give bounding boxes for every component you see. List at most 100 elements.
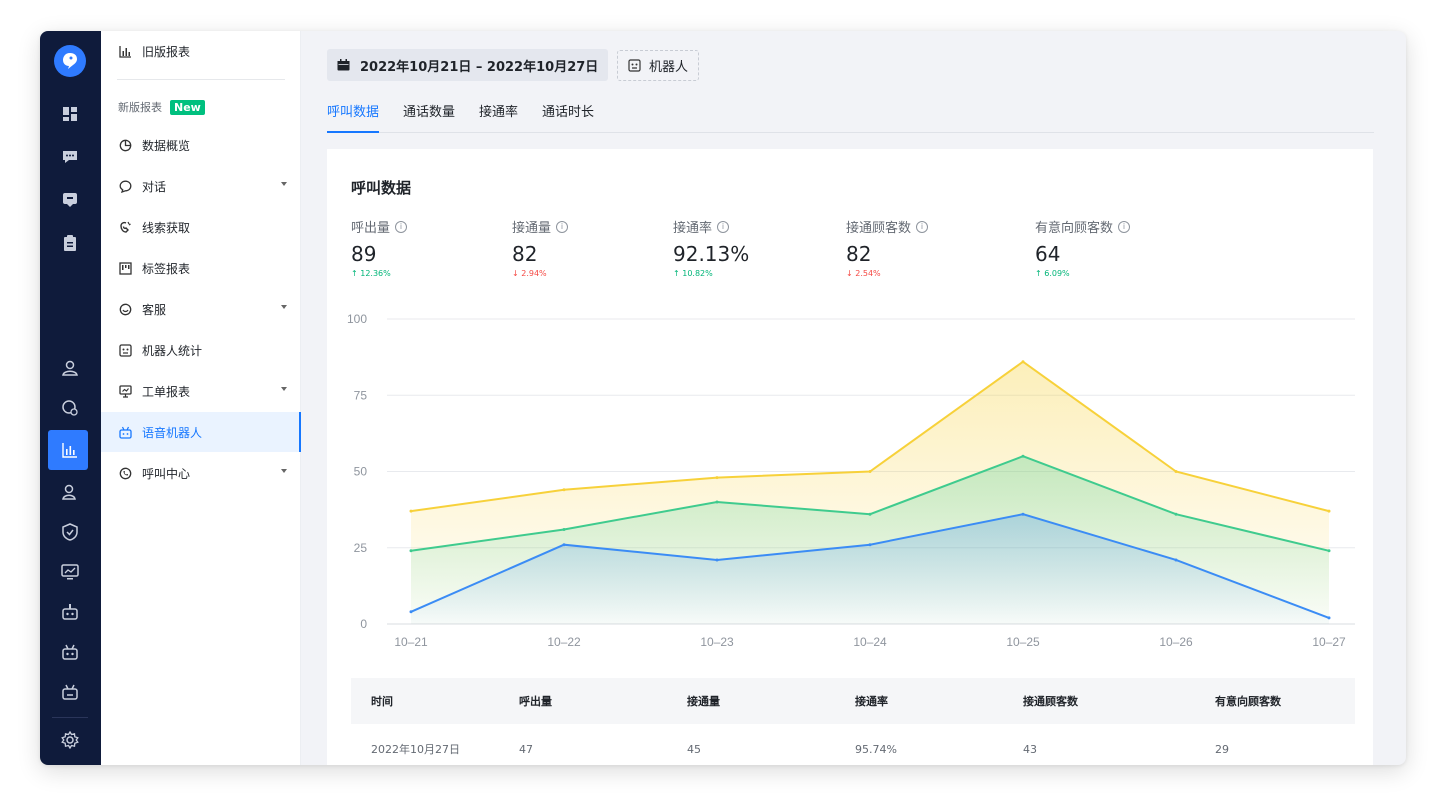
date-range-value: 2022年10月21日 – 2022年10月27日 <box>360 59 599 75</box>
bar-chart-icon <box>118 44 132 58</box>
kpi-change: ↓ 2.54% <box>846 269 881 278</box>
message-icon[interactable] <box>59 189 81 211</box>
sidebar-item-call-center[interactable]: 呼叫中心 <box>101 453 301 493</box>
voice-robot-icon <box>118 425 132 439</box>
table-header-cell: 接通量 <box>687 695 720 708</box>
time-user-icon[interactable] <box>59 397 81 419</box>
users-icon[interactable] <box>59 481 81 503</box>
table-header-cell: 呼出量 <box>519 695 552 708</box>
date-range-picker[interactable]: 2022年10月21日 – 2022年10月27日 <box>327 49 609 81</box>
x-tick-label: 10–27 <box>1312 635 1346 649</box>
x-tick-label: 10–22 <box>547 635 581 649</box>
series-point[interactable] <box>1174 470 1178 473</box>
kpi-change: ↓ 2.94% <box>512 269 547 278</box>
robot-filter[interactable]: 机器人 <box>617 50 700 81</box>
sidebar-item-voice-robot[interactable]: 语音机器人 <box>101 412 301 452</box>
table-header-cell: 有意向顾客数 <box>1215 695 1281 708</box>
kpi-value: 82 <box>846 242 872 266</box>
kpi-outbound: 呼出量 i 89 ↑ 12.36% <box>351 217 408 278</box>
info-icon[interactable]: i <box>1118 220 1131 233</box>
shield-icon[interactable] <box>59 521 81 543</box>
kpi-label: 接通率 <box>673 221 713 236</box>
sidebar-item-robot-stats[interactable]: 机器人统计 <box>101 330 301 370</box>
robot-icon[interactable] <box>59 601 81 623</box>
series-point[interactable] <box>715 500 719 504</box>
dashboard-icon[interactable] <box>59 103 81 125</box>
rail-active-highlight <box>48 430 88 470</box>
sidebar-item-legacy-report[interactable]: 旧版报表 <box>101 31 301 71</box>
table-header-cell: 接通顾客数 <box>1023 695 1078 708</box>
info-icon[interactable]: i <box>717 220 730 233</box>
clipboard-icon[interactable] <box>59 232 81 254</box>
y-tick-label: 50 <box>354 465 368 479</box>
table-cell: 45 <box>687 742 701 756</box>
kpi-label: 有意向顾客数 <box>1035 221 1114 236</box>
card-title: 呼叫数据 <box>351 179 412 197</box>
series-point[interactable] <box>409 549 413 553</box>
sidebar-item-label: 对话 <box>142 179 167 194</box>
tab-call-count[interactable]: 通话数量 <box>403 105 456 120</box>
series-point[interactable] <box>868 512 872 516</box>
series-point[interactable] <box>1174 558 1178 562</box>
series-point[interactable] <box>1327 549 1331 553</box>
info-icon[interactable]: i <box>556 220 569 233</box>
series-point[interactable] <box>562 543 566 547</box>
series-point[interactable] <box>562 527 566 531</box>
sidebar-item-label: 线索获取 <box>142 220 191 235</box>
series-point[interactable] <box>868 543 872 547</box>
series-point[interactable] <box>1021 454 1025 458</box>
chevron-down-icon <box>281 469 287 473</box>
table-cell: 29 <box>1215 742 1229 756</box>
series-point[interactable] <box>715 558 719 562</box>
tab-call-data[interactable]: 呼叫数据 <box>327 93 380 133</box>
monitor-icon[interactable] <box>59 561 81 583</box>
user-icon[interactable] <box>59 357 81 379</box>
table-header-cell: 时间 <box>371 695 393 708</box>
sidebar-item-label: 标签报表 <box>142 261 191 276</box>
info-icon[interactable]: i <box>395 220 408 233</box>
y-tick-label: 75 <box>354 388 368 402</box>
sidebar-item-customer-service[interactable]: 客服 <box>101 289 301 329</box>
series-area-2 <box>411 514 1329 624</box>
sidebar-item-dialogue[interactable]: 对话 <box>101 166 301 206</box>
kpi-connect-rate: 接通率 i 92.13% ↑ 10.82% <box>673 217 749 278</box>
sidebar-item-label: 数据概览 <box>142 138 191 153</box>
settings-icon[interactable] <box>59 729 81 751</box>
series-point[interactable] <box>562 488 566 492</box>
report-sidebar: 旧版报表 新版报表 New 数据概览 对话 线索获取 标签报表 客服 <box>101 31 301 765</box>
series-point[interactable] <box>1327 616 1331 620</box>
report-icon[interactable] <box>59 439 81 461</box>
robot-face-icon <box>118 343 132 357</box>
kpi-change: ↑ 6.09% <box>1035 269 1070 278</box>
sidebar-item-label: 语音机器人 <box>142 425 203 440</box>
logo-icon[interactable] <box>54 45 86 77</box>
sidebar-divider <box>117 79 285 80</box>
series-point[interactable] <box>1327 509 1331 513</box>
sidebar-item-data-overview[interactable]: 数据概览 <box>101 125 301 165</box>
kpi-change: ↑ 12.36% <box>351 269 391 278</box>
kpi-value: 82 <box>512 242 538 266</box>
robot-filter-label: 机器人 <box>649 60 689 75</box>
tab-connect-rate[interactable]: 接通率 <box>479 105 519 120</box>
series-point[interactable] <box>1174 512 1178 516</box>
sidebar-item-tag-report[interactable]: 标签报表 <box>101 248 301 288</box>
tab-call-duration[interactable]: 通话时长 <box>542 105 595 120</box>
voice-robot-icon[interactable] <box>59 641 81 663</box>
series-point[interactable] <box>409 509 413 513</box>
series-point[interactable] <box>409 610 413 614</box>
info-icon[interactable]: i <box>916 220 929 233</box>
series-point[interactable] <box>715 476 719 480</box>
sidebar-item-ticket-report[interactable]: 工单报表 <box>101 371 301 411</box>
group-label: 新版报表 <box>118 101 162 114</box>
chevron-down-icon <box>281 305 287 309</box>
series-point[interactable] <box>1021 360 1025 364</box>
table-cell: 43 <box>1023 742 1037 756</box>
table-header-cell: 接通率 <box>855 695 888 708</box>
series-point[interactable] <box>868 470 872 473</box>
sidebar-item-lead-acquisition[interactable]: 线索获取 <box>101 207 301 247</box>
voice-robot-alt-icon[interactable] <box>59 681 81 703</box>
chat-icon[interactable] <box>59 146 81 168</box>
series-point[interactable] <box>1021 512 1025 516</box>
table-cell: 2022年10月27日 <box>371 743 460 756</box>
sidebar-item-label: 呼叫中心 <box>142 466 191 481</box>
